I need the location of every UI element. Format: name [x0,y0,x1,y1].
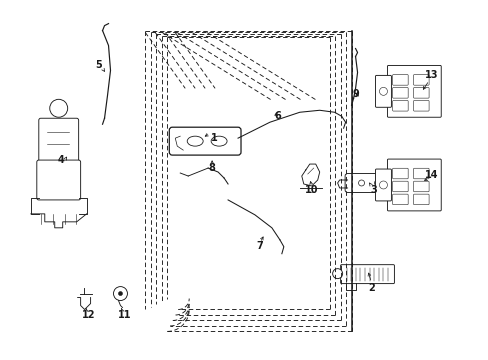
Circle shape [50,99,67,117]
FancyBboxPatch shape [392,168,407,179]
FancyBboxPatch shape [413,87,428,98]
FancyBboxPatch shape [413,194,428,205]
Text: 7: 7 [256,241,263,251]
Text: 1: 1 [210,133,217,143]
FancyBboxPatch shape [392,75,407,85]
Text: 6: 6 [274,111,281,121]
Text: 8: 8 [208,163,215,173]
FancyBboxPatch shape [375,169,390,201]
Circle shape [379,181,386,189]
FancyBboxPatch shape [375,75,390,107]
Circle shape [379,87,386,95]
Text: 13: 13 [424,71,437,80]
FancyBboxPatch shape [392,87,407,98]
Circle shape [358,180,364,186]
FancyBboxPatch shape [392,181,407,192]
Ellipse shape [211,136,226,146]
FancyBboxPatch shape [413,100,428,111]
FancyBboxPatch shape [37,160,81,200]
Circle shape [118,292,122,296]
Text: 4: 4 [57,155,64,165]
Text: 5: 5 [95,60,102,71]
Text: 12: 12 [81,310,95,320]
FancyBboxPatch shape [392,100,407,111]
FancyBboxPatch shape [413,181,428,192]
Text: 14: 14 [424,170,437,180]
Circle shape [374,180,380,186]
FancyBboxPatch shape [340,265,394,284]
FancyBboxPatch shape [169,127,241,155]
Text: 3: 3 [369,185,376,195]
Text: 2: 2 [367,283,374,293]
Circle shape [113,287,127,301]
FancyBboxPatch shape [345,174,387,193]
Text: 9: 9 [351,89,358,99]
Circle shape [332,269,342,279]
FancyBboxPatch shape [392,194,407,205]
FancyBboxPatch shape [39,118,79,166]
Text: 10: 10 [305,185,318,195]
FancyBboxPatch shape [413,168,428,179]
FancyBboxPatch shape [386,66,440,117]
FancyBboxPatch shape [413,75,428,85]
Text: 11: 11 [118,310,131,320]
FancyBboxPatch shape [386,159,440,211]
Ellipse shape [187,136,203,146]
